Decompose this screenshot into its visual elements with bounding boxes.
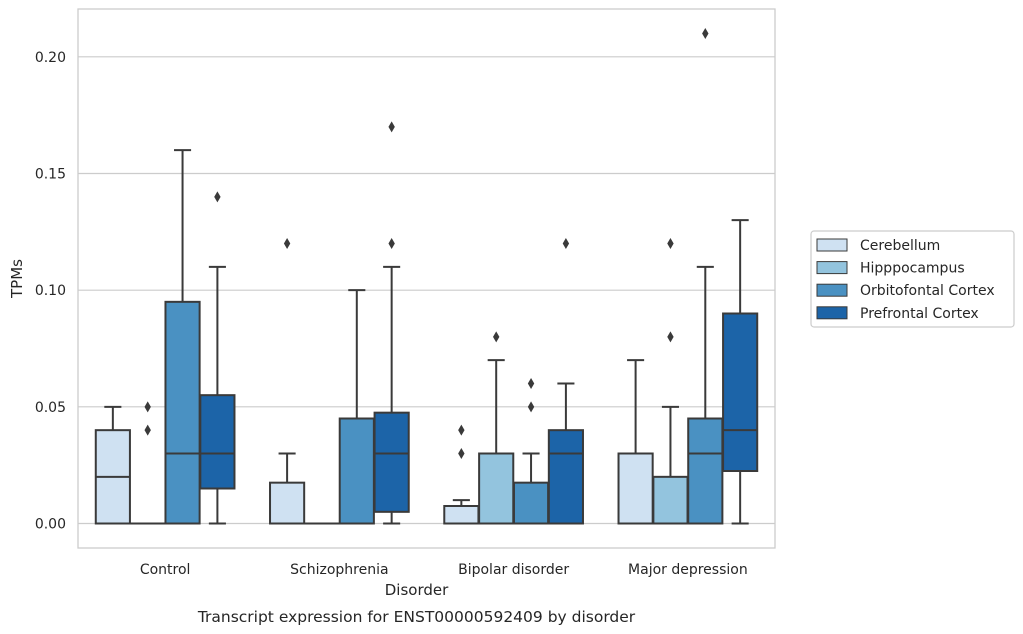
outlier-point xyxy=(458,424,465,436)
legend-label: Prefrontal Cortex xyxy=(860,306,979,322)
box-1-3 xyxy=(652,238,689,525)
y-tick-labels: 0.00 0.05 0.10 0.15 0.20 xyxy=(35,50,66,533)
box-2-1 xyxy=(338,289,375,525)
outlier-point xyxy=(562,238,570,249)
x-tick-label: Major depression xyxy=(628,562,748,578)
outlier-point xyxy=(667,238,674,249)
box-body xyxy=(652,475,689,525)
legend-label: Hipppocampus xyxy=(860,261,965,277)
outlier-point xyxy=(702,28,709,39)
chart-caption: Transcript expression for ENST0000059240… xyxy=(197,608,636,626)
x-tick-label: Control xyxy=(140,562,191,578)
box-body xyxy=(547,429,584,525)
box-body xyxy=(373,411,410,513)
box-3-3 xyxy=(722,219,759,525)
outlier-point xyxy=(527,401,535,413)
outlier-point xyxy=(667,331,674,343)
outlier-point xyxy=(144,424,151,436)
box-body xyxy=(199,394,236,490)
box-groups xyxy=(94,28,759,525)
plot-frame xyxy=(77,8,776,549)
x-tick-labels: Control Schizophrenia Bipolar disorder Majo… xyxy=(140,562,748,578)
y-tick-label: 0.00 xyxy=(35,517,66,533)
legend-label: Cerebellum xyxy=(860,238,940,254)
box-2-2 xyxy=(512,378,550,525)
box-2-3 xyxy=(687,28,724,525)
outlier-point xyxy=(493,331,500,343)
box-0-3 xyxy=(617,359,654,525)
legend-swatch xyxy=(816,306,848,320)
box-3-0 xyxy=(199,191,236,525)
box-body xyxy=(722,312,759,472)
box-0-2 xyxy=(443,424,480,525)
box-1-0 xyxy=(129,401,166,525)
outlier-point xyxy=(283,238,291,249)
x-axis-label: Disorder xyxy=(385,581,449,599)
box-body xyxy=(478,452,515,525)
y-axis-label: TPMs xyxy=(8,259,26,299)
outlier-point xyxy=(527,378,535,389)
y-tick-label: 0.05 xyxy=(35,400,66,416)
box-body xyxy=(512,481,550,525)
outlier-point xyxy=(214,191,221,203)
y-tick-label: 0.20 xyxy=(35,50,66,66)
box-body xyxy=(269,481,306,525)
outlier-point xyxy=(388,238,395,249)
outlier-point xyxy=(144,401,151,413)
box-body xyxy=(687,417,724,525)
legend: Cerebellum Hipppocampus Orbitofontal Corte… xyxy=(810,230,1015,328)
legend-swatch xyxy=(816,261,848,275)
box-1-2 xyxy=(478,331,515,525)
legend-label: Orbitofontal Cortex xyxy=(860,283,995,299)
legend-swatch xyxy=(816,283,848,297)
box-body xyxy=(164,300,201,525)
box-0-1 xyxy=(269,238,306,525)
y-tick-label: 0.10 xyxy=(35,283,66,299)
y-tick-label: 0.15 xyxy=(35,167,66,183)
legend-frame xyxy=(810,230,1015,328)
box-body xyxy=(443,505,480,525)
box-3-2 xyxy=(547,238,584,525)
box-2-0 xyxy=(164,149,201,525)
box-body xyxy=(338,417,375,525)
box-body xyxy=(617,452,654,525)
outlier-point xyxy=(458,448,465,459)
outlier-point xyxy=(388,121,395,133)
legend-swatch xyxy=(816,238,848,252)
box-3-1 xyxy=(373,121,410,525)
box-0-0 xyxy=(94,405,131,525)
x-tick-label: Schizophrenia xyxy=(290,562,388,578)
x-tick-label: Bipolar disorder xyxy=(458,562,569,578)
